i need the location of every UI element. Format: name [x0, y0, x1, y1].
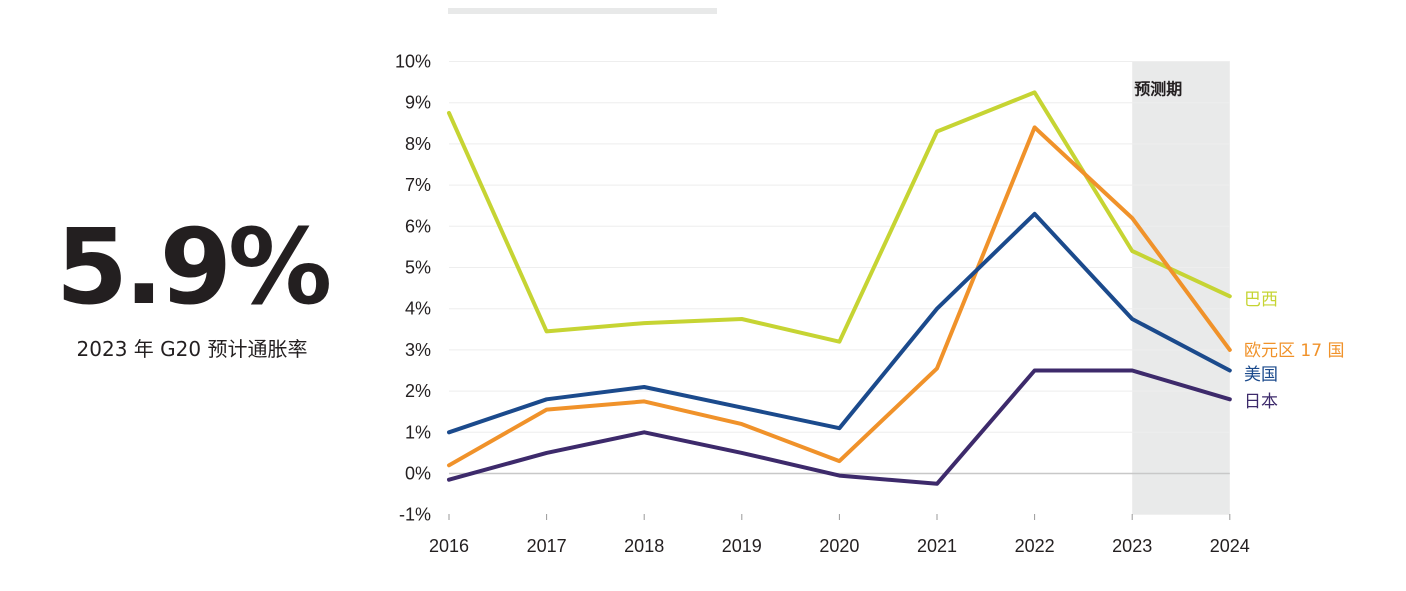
x-tick-label: 2020 [819, 536, 859, 556]
y-tick-label: -1% [399, 505, 431, 525]
x-tick-label: 2022 [1015, 536, 1055, 556]
y-tick-label: 4% [405, 299, 431, 319]
forecast-label: 预测期 [1134, 80, 1182, 99]
x-tick-label: 2024 [1210, 536, 1250, 556]
x-tick-label: 2017 [527, 536, 567, 556]
x-tick-label: 2023 [1112, 536, 1152, 556]
x-tick-label: 2018 [624, 536, 664, 556]
series-label: 日本 [1244, 392, 1278, 412]
y-axis: -1% 0% 1% 2% 3% 4% 5% 6% 7% 8% 9% 10% [395, 52, 431, 525]
series-line [447, 125, 1232, 468]
y-tick-label: 9% [405, 93, 431, 113]
grid-lines [449, 61, 1230, 475]
y-tick-label: 0% [405, 464, 431, 484]
y-tick-label: 3% [405, 340, 431, 360]
series-line [447, 211, 1232, 435]
series-line [447, 368, 1232, 486]
series-line [447, 90, 1232, 344]
series-label: 美国 [1244, 365, 1278, 385]
x-tick-label: 2019 [722, 536, 762, 556]
series-label: 欧元区 17 国 [1244, 341, 1344, 361]
y-tick-label: 10% [395, 52, 431, 72]
top-bar-decoration [448, 8, 717, 14]
y-tick-label: 2% [405, 381, 431, 401]
kpi-block: 5.9% 2023 年 G20 预计通胀率 [0, 215, 384, 362]
x-tick-label: 2016 [429, 536, 469, 556]
series-label: 巴西 [1244, 290, 1278, 310]
y-tick-label: 8% [405, 134, 431, 154]
y-tick-label: 6% [405, 216, 431, 236]
series-lines [447, 90, 1232, 486]
kpi-caption: 2023 年 G20 预计通胀率 [76, 337, 308, 361]
y-tick-label: 7% [405, 175, 431, 195]
y-tick-label: 5% [405, 258, 431, 278]
x-axis: 2016 2017 2018 2019 2020 2021 2022 2023 2024 [429, 514, 1250, 556]
kpi-value: 5.9% [55, 206, 332, 328]
x-tick-label: 2021 [917, 536, 957, 556]
y-tick-label: 1% [405, 422, 431, 442]
